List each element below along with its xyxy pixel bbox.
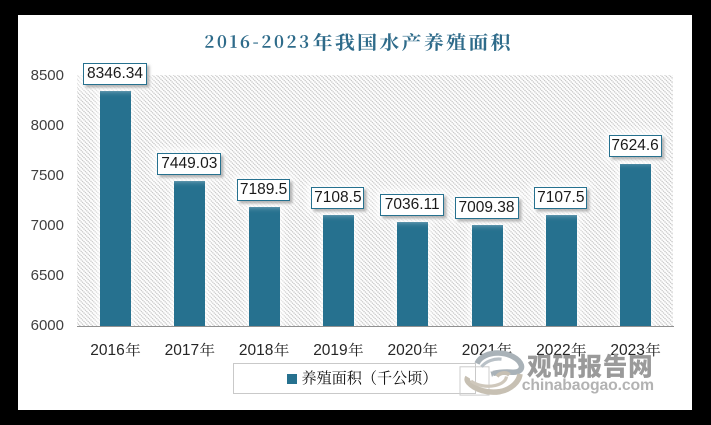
svg-text:chinabaogao.com: chinabaogao.com xyxy=(522,377,654,394)
